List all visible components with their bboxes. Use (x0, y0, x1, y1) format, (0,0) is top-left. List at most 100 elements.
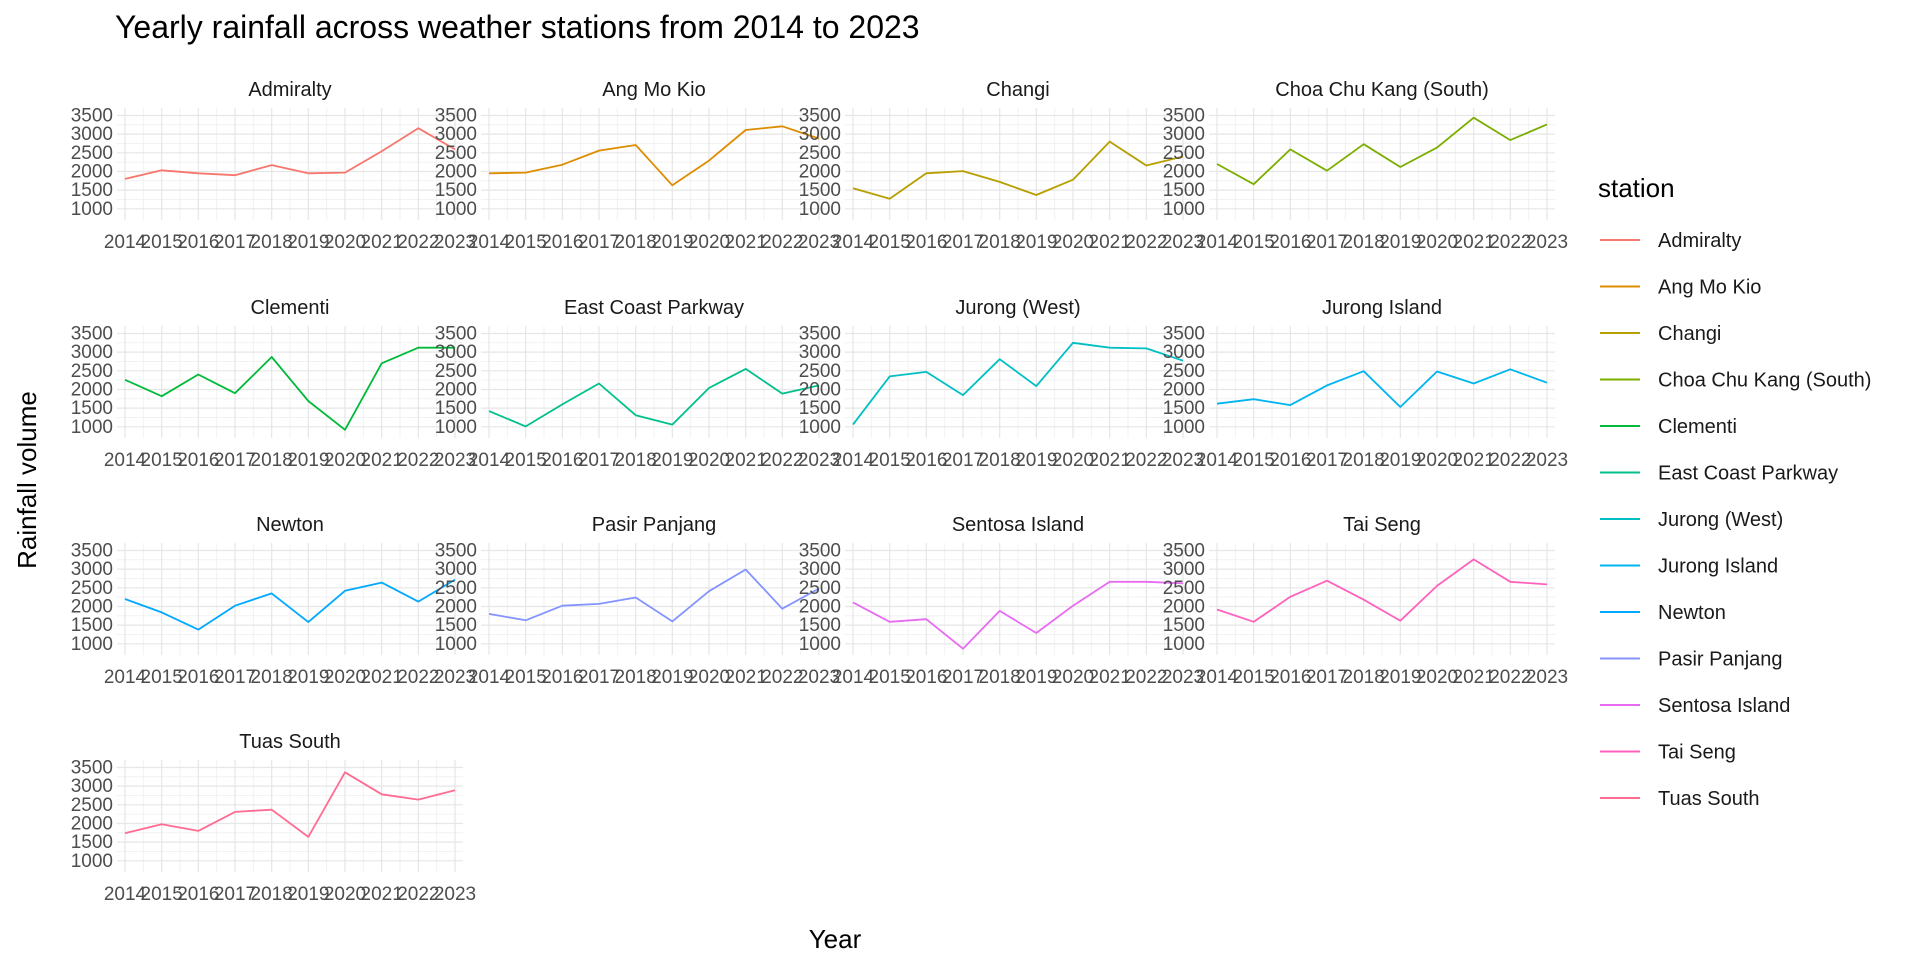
x-tick-label: 2014 (104, 450, 147, 471)
x-tick-label: 2020 (1052, 232, 1094, 253)
x-tick-label: 2019 (1379, 232, 1421, 253)
y-tick-label: 1500 (435, 398, 477, 419)
y-tick-label: 2500 (799, 578, 841, 599)
x-tick-label: 2015 (505, 667, 547, 688)
y-tick-label: 3000 (799, 124, 841, 145)
x-tick-label: 2016 (541, 450, 583, 471)
x-tick-label: 2020 (1052, 667, 1094, 688)
x-tick-label: 2023 (434, 232, 476, 253)
x-tick-label: 2018 (615, 232, 657, 253)
y-tick-label: 3000 (71, 124, 113, 145)
x-tick-label: 2022 (397, 450, 439, 471)
y-tick-label: 2000 (71, 813, 113, 834)
y-tick-label: 3500 (799, 323, 841, 344)
x-tick-label: 2020 (1052, 450, 1094, 471)
x-tick-label: 2014 (832, 232, 875, 253)
y-tick-label: 2500 (1163, 578, 1205, 599)
y-tick-label: 1000 (1163, 199, 1205, 220)
x-tick-label: 2014 (104, 884, 147, 905)
y-tick-label: 3500 (799, 540, 841, 561)
x-tick-label: 2023 (434, 450, 476, 471)
y-tick-label: 2500 (1163, 143, 1205, 164)
x-tick-label: 2022 (1125, 450, 1167, 471)
x-tick-label: 2019 (1015, 450, 1057, 471)
x-tick-label: 2019 (1015, 667, 1057, 688)
y-tick-label: 2000 (799, 379, 841, 400)
legend: station Admiralty Ang Mo Kio Changi Choa Ch… (1598, 173, 1871, 810)
legend-label: Pasir Panjang (1658, 649, 1783, 671)
x-tick-label: 2018 (1343, 667, 1385, 688)
legend-item: Admiralty (1600, 230, 1741, 252)
x-tick-label: 2019 (287, 232, 329, 253)
series-line (124, 127, 456, 180)
legend-label: East Coast Parkway (1658, 463, 1838, 485)
y-tick-label: 3000 (71, 559, 113, 580)
x-tick-label: 2014 (1196, 232, 1239, 253)
x-tick-label: 2018 (979, 667, 1021, 688)
y-tick-label: 3000 (435, 124, 477, 145)
series-line (852, 140, 1184, 200)
facet-strip-label: Changi (986, 79, 1049, 101)
x-tick-label: 2015 (869, 667, 911, 688)
y-tick-label: 1500 (1163, 180, 1205, 201)
y-tick-label: 3000 (799, 342, 841, 363)
series-line (1216, 116, 1548, 186)
y-tick-label: 2500 (71, 795, 113, 816)
y-tick-label: 1500 (1163, 398, 1205, 419)
series-line (124, 771, 456, 838)
facet-strip-label: Newton (256, 514, 324, 536)
x-tick-label: 2020 (688, 667, 730, 688)
x-tick-label: 2015 (141, 450, 183, 471)
x-tick-label: 2019 (1015, 232, 1057, 253)
y-tick-label: 1000 (71, 417, 113, 438)
x-tick-label: 2020 (324, 232, 366, 253)
legend-item: Clementi (1600, 416, 1737, 438)
x-tick-label: 2019 (287, 450, 329, 471)
chart-title: Yearly rainfall across weather stations … (115, 9, 920, 45)
x-tick-label: 2016 (905, 232, 947, 253)
facet-panel: Clementi10001500200025003000350020142015… (71, 297, 476, 471)
x-tick-label: 2015 (869, 232, 911, 253)
y-tick-label: 2000 (435, 596, 477, 617)
y-tick-label: 1000 (1163, 417, 1205, 438)
y-tick-label: 1500 (71, 832, 113, 853)
facet-panel: Tuas South100015002000250030003500201420… (71, 731, 476, 905)
y-tick-label: 1000 (71, 851, 113, 872)
facet-panel: Ang Mo Kio100015002000250030003500201420… (435, 79, 840, 253)
x-tick-label: 2015 (869, 450, 911, 471)
x-tick-label: 2016 (905, 667, 947, 688)
facet-panel: Choa Chu Kang (South) 1000150020002500300… (1163, 79, 1568, 253)
y-tick-label: 1500 (435, 615, 477, 636)
x-tick-label: 2022 (397, 232, 439, 253)
legend-item: Tai Seng (1600, 742, 1736, 764)
x-tick-label: 2021 (725, 450, 767, 471)
x-tick-label: 2018 (615, 450, 657, 471)
y-tick-label: 3500 (435, 323, 477, 344)
x-tick-label: 2017 (1306, 232, 1348, 253)
y-tick-label: 2500 (799, 143, 841, 164)
x-tick-label: 2015 (1233, 232, 1275, 253)
facet-panel: Pasir Panjang100015002000250030003500201… (435, 514, 840, 688)
y-tick-label: 2000 (435, 379, 477, 400)
x-tick-label: 2022 (1489, 232, 1531, 253)
x-tick-label: 2022 (761, 667, 803, 688)
x-tick-label: 2016 (541, 232, 583, 253)
legend-label: Sentosa Island (1658, 695, 1790, 717)
y-tick-label: 1500 (1163, 615, 1205, 636)
y-tick-label: 1500 (71, 615, 113, 636)
x-tick-label: 2014 (104, 232, 147, 253)
x-tick-label: 2018 (251, 884, 293, 905)
series-line (1216, 368, 1548, 408)
x-tick-label: 2017 (214, 450, 256, 471)
y-tick-label: 1500 (435, 180, 477, 201)
x-tick-label: 2020 (688, 232, 730, 253)
x-tick-label: 2016 (177, 450, 219, 471)
x-tick-label: 2018 (979, 232, 1021, 253)
y-tick-label: 3500 (435, 105, 477, 126)
x-tick-label: 2023 (434, 667, 476, 688)
y-tick-label: 2500 (799, 361, 841, 382)
y-tick-label: 3000 (1163, 124, 1205, 145)
x-tick-label: 2021 (1453, 232, 1495, 253)
